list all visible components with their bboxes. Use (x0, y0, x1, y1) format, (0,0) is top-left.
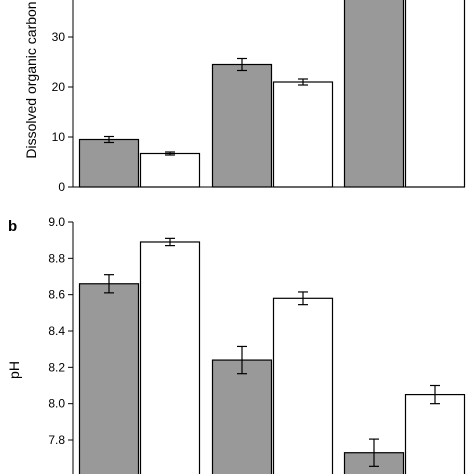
panel-a-y-tick-label: 10 (52, 130, 66, 144)
panel-a-bar (343, 0, 405, 188)
panel-b-bar (78, 283, 140, 474)
panel-a-bar (404, 0, 466, 188)
panel-a-y-axis-label: Dissolved organic carbon (23, 1, 39, 158)
panel-b-y-tick-label: 8.8 (48, 251, 65, 265)
panel-b-y-tick-label: 7.8 (48, 433, 65, 447)
panel-a-chart: Dissolved organic carbon 0 10 20 30 (23, 0, 466, 194)
panel-b-bar (272, 297, 334, 474)
panel-b-y-tick-label: 8.0 (48, 397, 65, 411)
panel-b-bar (404, 393, 466, 474)
panel-b-label: b (8, 218, 17, 235)
panel-b-bar (211, 359, 273, 474)
panel-b-y-tick-label: 9.0 (48, 215, 65, 229)
panel-a-bar (78, 138, 140, 188)
panel-a-bar (211, 63, 273, 188)
panel-a-y-tick-label: 30 (52, 30, 66, 44)
panel-b-y-tick-label: 8.6 (48, 288, 65, 302)
panel-b-y-tick-label: 8.2 (48, 360, 65, 374)
panel-a-bar (272, 81, 334, 188)
panel-b-y-tick-label: 8.4 (48, 324, 65, 338)
panel-a-y-tick-label: 0 (58, 180, 65, 194)
panel-a-y-tick-label: 20 (52, 80, 66, 94)
panel-b-chart: pH b 7.8 8.0 8.2 8.4 8.6 8.8 9.0 (6, 215, 466, 474)
panel-b-bar (139, 241, 201, 474)
panel-b-y-axis-label: pH (6, 361, 22, 379)
panel-a-bar (139, 152, 201, 188)
